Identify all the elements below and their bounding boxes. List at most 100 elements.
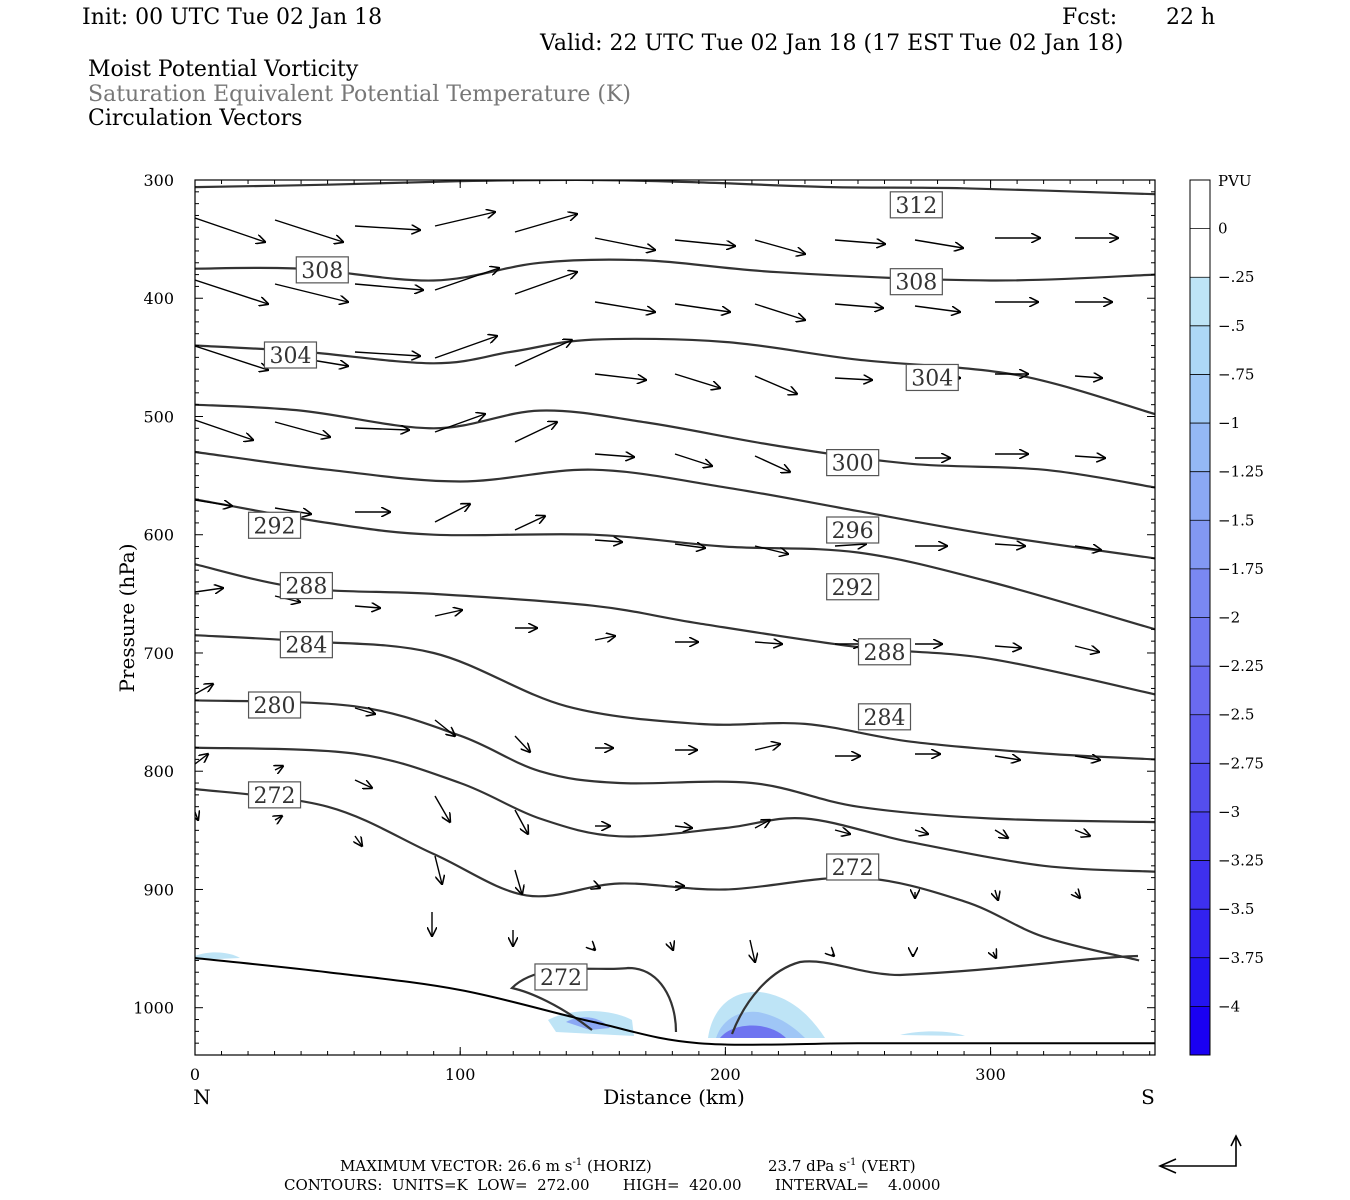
wind-vector <box>514 516 545 531</box>
contour-label-text: 284 <box>864 706 906 731</box>
wind-vector <box>914 239 963 248</box>
wind-vector <box>434 336 497 359</box>
colorbar-tick-label: −3.5 <box>1218 900 1254 918</box>
wind-vector <box>274 219 343 242</box>
contour-label-text: 272 <box>540 966 582 991</box>
x-end-label-north: N <box>193 1085 211 1109</box>
contour-label-text: 312 <box>895 194 937 219</box>
colorbar-swatch <box>1190 1006 1210 1056</box>
contour-label-300: 300 <box>826 449 880 477</box>
wind-vector <box>834 304 883 308</box>
wind-vector <box>674 453 712 466</box>
x-tick-label: 100 <box>445 1065 476 1084</box>
wind-vector <box>994 544 1025 546</box>
wind-vector <box>354 606 380 608</box>
wind-vector <box>514 422 557 443</box>
wind-vector <box>754 545 788 554</box>
wind-vector <box>594 636 615 640</box>
colorbar-swatch <box>1190 180 1210 230</box>
colorbar-tick-label: −3.25 <box>1218 852 1264 870</box>
contour-line-292 <box>195 563 1155 696</box>
contour-label-284: 284 <box>279 631 333 659</box>
wind-vector <box>594 301 655 312</box>
contour-label-text: 292 <box>254 514 296 539</box>
y-tick-label: 300 <box>143 171 174 190</box>
wind-vector <box>993 952 996 958</box>
mpv-blob-north <box>195 952 240 960</box>
wind-vector <box>434 610 462 616</box>
contour-label-text: 300 <box>832 452 874 477</box>
wind-vector <box>1075 892 1080 898</box>
colorbar-tick-label: −.25 <box>1218 268 1254 286</box>
wind-vector <box>514 340 572 367</box>
colorbar-swatch <box>1190 471 1210 521</box>
contour-label-text: 308 <box>895 271 937 296</box>
y-axis-label: Pressure (hPa) <box>115 544 139 693</box>
contour-line-unlabeled-4 <box>195 450 1155 560</box>
circulation-vectors <box>195 212 1118 962</box>
field-title-mpv: Moist Potential Vorticity <box>88 57 359 82</box>
field-title-theta-es: Saturation Equivalent Potential Temperat… <box>88 82 631 107</box>
contour-line-296 <box>195 498 1155 631</box>
contour-line-280 <box>195 746 1155 873</box>
wind-vector <box>195 279 268 304</box>
wind-vector <box>1074 456 1105 458</box>
contour-label-text: 296 <box>832 519 874 544</box>
forecast-hour: 22 h <box>1166 5 1216 30</box>
wind-vector <box>274 283 348 302</box>
terrain-line <box>195 957 1155 1046</box>
colorbar-swatch <box>1190 617 1210 667</box>
contour-label-288: 288 <box>279 571 333 600</box>
wind-vector <box>195 419 253 440</box>
wind-vector <box>994 830 1008 838</box>
contour-label-284: 284 <box>857 703 912 731</box>
contour-label-text: 280 <box>254 694 296 719</box>
wind-vector <box>754 744 780 750</box>
colorbar-tick-label: −.5 <box>1218 317 1245 335</box>
x-tick-label: 300 <box>975 1065 1006 1084</box>
contour-label-text: 304 <box>911 366 953 391</box>
wind-vector <box>195 588 223 592</box>
colorbar-tick-label: −3 <box>1218 803 1240 821</box>
wind-vector <box>195 499 232 506</box>
x-tick-label: 0 <box>190 1065 200 1084</box>
wind-vector <box>354 708 375 714</box>
colorbar-swatch <box>1190 568 1210 618</box>
colorbar-swatch <box>1190 423 1210 473</box>
colorbar-swatch <box>1190 860 1210 910</box>
contour-label-288: 288 <box>857 638 912 666</box>
wind-vector <box>594 454 634 457</box>
y-tick-label: 800 <box>143 762 174 781</box>
wind-vector <box>195 684 213 695</box>
colorbar-swatch <box>1190 714 1210 764</box>
contour-label-272: 272 <box>247 781 302 809</box>
wind-vector <box>834 240 885 244</box>
x-end-label-south: S <box>1141 1085 1155 1109</box>
y-tick-label: 400 <box>143 289 174 308</box>
contour-label-292: 292 <box>247 511 302 539</box>
contour-label-text: 288 <box>864 641 906 666</box>
mpv-blob-south-inner <box>720 1025 786 1038</box>
colorbar-swatch <box>1190 325 1210 375</box>
init-time: Init: 00 UTC Tue 02 Jan 18 <box>82 5 383 30</box>
wind-vector <box>434 212 495 227</box>
wind-vector <box>754 239 805 254</box>
contour-label-text: 284 <box>285 634 327 659</box>
wind-vector <box>674 303 730 312</box>
contour-label-296: 296 <box>826 516 880 544</box>
contour-label-text: 304 <box>269 344 311 369</box>
contour-label-text: 292 <box>832 576 874 601</box>
y-tick-label: 1000 <box>133 999 174 1018</box>
x-tick-label: 200 <box>710 1065 741 1084</box>
colorbar-tick-label: −3.75 <box>1218 949 1264 967</box>
wind-vector <box>354 428 409 430</box>
colorbar-swatch <box>1190 374 1210 424</box>
mpv-blob-mid-core <box>566 1017 610 1030</box>
y-tick-label: 500 <box>143 407 174 426</box>
wind-vector <box>275 816 282 820</box>
contour-label-text: 288 <box>285 575 327 600</box>
contour-label-308: 308 <box>889 268 943 296</box>
colorbar-tick-label: −.75 <box>1218 365 1254 383</box>
wind-vector <box>434 855 442 884</box>
